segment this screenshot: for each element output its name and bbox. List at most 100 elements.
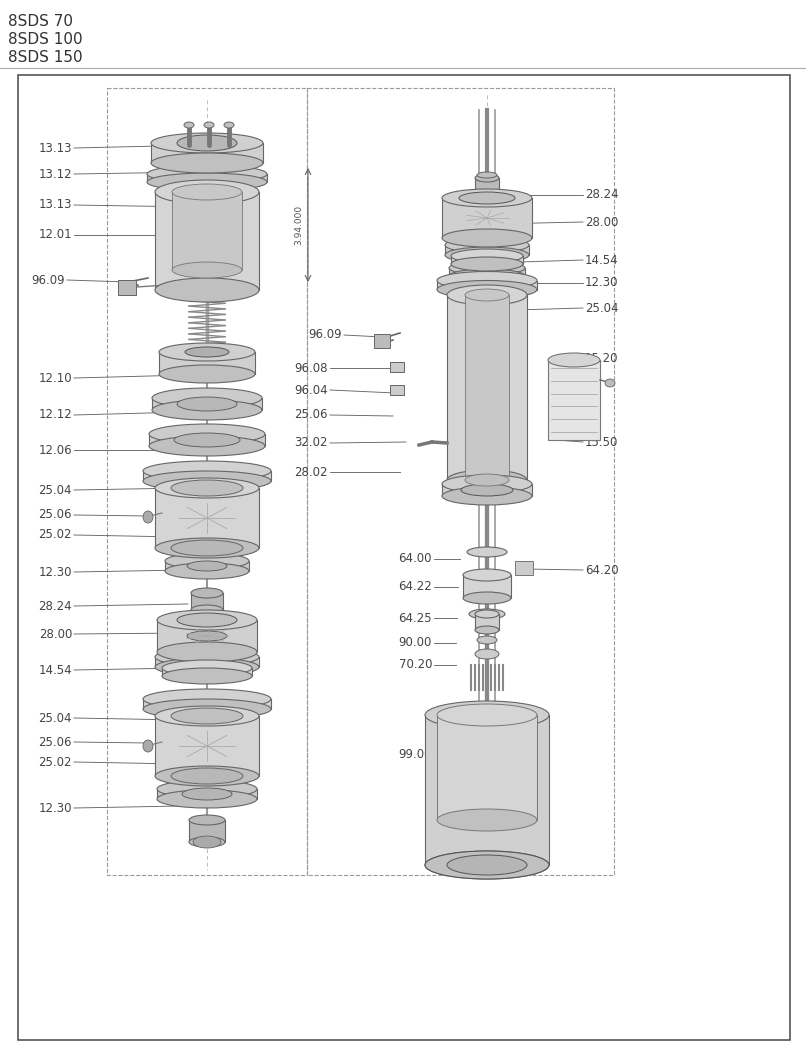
- Bar: [189, 820, 225, 842]
- Text: 12.12: 12.12: [38, 409, 72, 421]
- Ellipse shape: [475, 174, 499, 182]
- Text: 15.50: 15.50: [585, 436, 618, 449]
- Ellipse shape: [152, 388, 262, 408]
- Ellipse shape: [171, 540, 243, 556]
- Bar: [155, 192, 259, 290]
- Ellipse shape: [177, 397, 237, 411]
- Text: 8SDS 100: 8SDS 100: [8, 32, 83, 47]
- Ellipse shape: [157, 642, 257, 662]
- Ellipse shape: [189, 815, 225, 825]
- Bar: [151, 143, 263, 163]
- Text: 99.00: 99.00: [398, 748, 432, 762]
- Ellipse shape: [155, 766, 259, 786]
- Text: 90.00: 90.00: [399, 636, 432, 650]
- Ellipse shape: [445, 247, 529, 263]
- Ellipse shape: [442, 487, 532, 505]
- Text: 25.06: 25.06: [39, 736, 72, 748]
- Bar: [307, 88, 614, 875]
- Text: 25.04: 25.04: [39, 483, 72, 497]
- Text: 8SDS 150: 8SDS 150: [8, 50, 83, 65]
- Ellipse shape: [437, 271, 537, 289]
- Bar: [425, 715, 549, 865]
- Bar: [442, 484, 532, 496]
- Bar: [390, 362, 404, 372]
- Text: 13.13: 13.13: [39, 198, 72, 212]
- Ellipse shape: [143, 511, 153, 523]
- Ellipse shape: [475, 626, 499, 634]
- Text: 64.25: 64.25: [398, 611, 432, 625]
- Bar: [152, 398, 262, 410]
- Bar: [465, 294, 509, 480]
- Text: 15.20: 15.20: [585, 351, 618, 365]
- Text: 12.30: 12.30: [585, 277, 618, 289]
- Text: 25.02: 25.02: [39, 528, 72, 542]
- Ellipse shape: [437, 809, 537, 831]
- Ellipse shape: [185, 347, 229, 357]
- Bar: [143, 471, 271, 481]
- Text: 64.22: 64.22: [398, 581, 432, 593]
- Ellipse shape: [162, 668, 252, 684]
- Ellipse shape: [147, 173, 267, 191]
- Ellipse shape: [149, 436, 265, 456]
- Bar: [157, 620, 257, 652]
- Bar: [449, 268, 525, 276]
- Ellipse shape: [477, 636, 497, 645]
- Bar: [157, 789, 257, 799]
- Ellipse shape: [159, 365, 255, 383]
- Text: 13.12: 13.12: [39, 168, 72, 180]
- Ellipse shape: [605, 379, 615, 387]
- Ellipse shape: [467, 547, 507, 556]
- Text: 25.02: 25.02: [39, 756, 72, 768]
- Ellipse shape: [155, 658, 259, 676]
- Text: 25.04: 25.04: [39, 712, 72, 724]
- Ellipse shape: [155, 478, 259, 498]
- Ellipse shape: [171, 768, 243, 784]
- Text: 25.06: 25.06: [294, 409, 328, 421]
- Text: 28.24: 28.24: [585, 189, 619, 201]
- Ellipse shape: [463, 592, 511, 604]
- Ellipse shape: [451, 249, 523, 263]
- Text: 96.09: 96.09: [31, 274, 65, 286]
- Bar: [548, 361, 600, 440]
- Ellipse shape: [449, 261, 525, 275]
- Ellipse shape: [442, 475, 532, 493]
- Ellipse shape: [155, 180, 259, 204]
- Text: 12.06: 12.06: [39, 443, 72, 457]
- Bar: [442, 198, 532, 238]
- Text: 28.00: 28.00: [39, 628, 72, 640]
- Bar: [475, 614, 499, 630]
- Bar: [515, 561, 533, 575]
- Ellipse shape: [425, 701, 549, 729]
- Ellipse shape: [157, 790, 257, 808]
- Ellipse shape: [143, 699, 271, 719]
- Ellipse shape: [425, 851, 549, 879]
- Bar: [118, 280, 136, 294]
- Bar: [107, 88, 307, 875]
- Text: 32.02: 32.02: [294, 437, 328, 450]
- Bar: [149, 434, 265, 446]
- Ellipse shape: [191, 605, 223, 615]
- Ellipse shape: [184, 122, 194, 128]
- Text: 64.20: 64.20: [585, 564, 619, 576]
- Bar: [159, 352, 255, 374]
- Bar: [437, 715, 537, 820]
- Bar: [451, 256, 523, 264]
- Ellipse shape: [151, 133, 263, 153]
- Ellipse shape: [182, 788, 232, 800]
- Bar: [162, 668, 252, 676]
- Ellipse shape: [189, 837, 225, 847]
- Ellipse shape: [442, 189, 532, 208]
- Text: 96.09: 96.09: [309, 328, 342, 342]
- Ellipse shape: [193, 836, 221, 848]
- Text: 28.00: 28.00: [585, 216, 618, 228]
- Ellipse shape: [449, 269, 525, 283]
- Ellipse shape: [447, 285, 527, 305]
- Text: 3.94.000: 3.94.000: [294, 205, 303, 245]
- Text: 28.24: 28.24: [39, 599, 72, 612]
- Ellipse shape: [459, 192, 515, 204]
- Ellipse shape: [204, 122, 214, 128]
- Bar: [191, 593, 223, 610]
- Ellipse shape: [461, 484, 513, 496]
- Ellipse shape: [174, 433, 240, 447]
- Text: 96.04: 96.04: [294, 384, 328, 396]
